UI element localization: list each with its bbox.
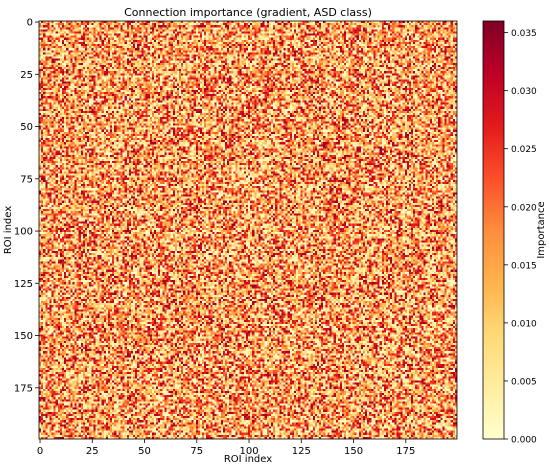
colorbar-label: Importance	[536, 201, 547, 258]
x-tick-label: 0	[37, 446, 43, 457]
heatmap-frame	[38, 20, 458, 440]
y-tick-label: 175	[14, 383, 33, 394]
y-tick-label: 0	[27, 18, 33, 29]
x-tick-label: 75	[190, 446, 203, 457]
colorbar-tick-label: 0.020	[511, 203, 537, 213]
x-tick-label: 100	[239, 446, 258, 457]
colorbar-tick-label: 0.030	[511, 87, 537, 97]
x-axis-ticks: 0 25 50 75 100 125 150 175	[37, 439, 415, 457]
colorbar-tick-label: 0.010	[511, 319, 537, 329]
y-tick-label: 150	[14, 331, 33, 342]
y-axis-label: ROI index	[3, 206, 14, 254]
colorbar-ticks: 0.000 0.005 0.010 0.015 0.020 0.025 0.030 0.035	[504, 29, 537, 446]
colorbar	[482, 20, 505, 440]
x-tick-label: 50	[138, 446, 151, 457]
y-tick-label: 100	[14, 227, 33, 238]
x-tick-label: 150	[344, 446, 363, 457]
chart-title: Connection importance (gradient, ASD cla…	[124, 6, 372, 19]
x-axis-label: ROI index	[224, 454, 272, 465]
colorbar-tick-label: 0.000	[511, 436, 537, 446]
heatmap-image-holder	[39, 21, 457, 439]
x-tick-label: 25	[86, 446, 99, 457]
x-tick-label: 175	[396, 446, 415, 457]
y-tick-label: 75	[20, 174, 33, 185]
y-tick-label: 25	[20, 70, 33, 81]
heatmap-cells	[39, 21, 457, 439]
colorbar-tick-label: 0.025	[511, 145, 537, 155]
y-tick-label: 125	[14, 279, 33, 290]
colorbar-tick-label: 0.015	[511, 261, 537, 271]
colorbar-tick-label: 0.035	[511, 29, 537, 39]
x-tick-label: 125	[292, 446, 311, 457]
y-tick-label: 50	[20, 122, 33, 133]
colorbar-tick-label: 0.005	[511, 377, 537, 387]
y-axis-ticks: 0 25 50 75 100 125 150 175	[14, 18, 39, 394]
